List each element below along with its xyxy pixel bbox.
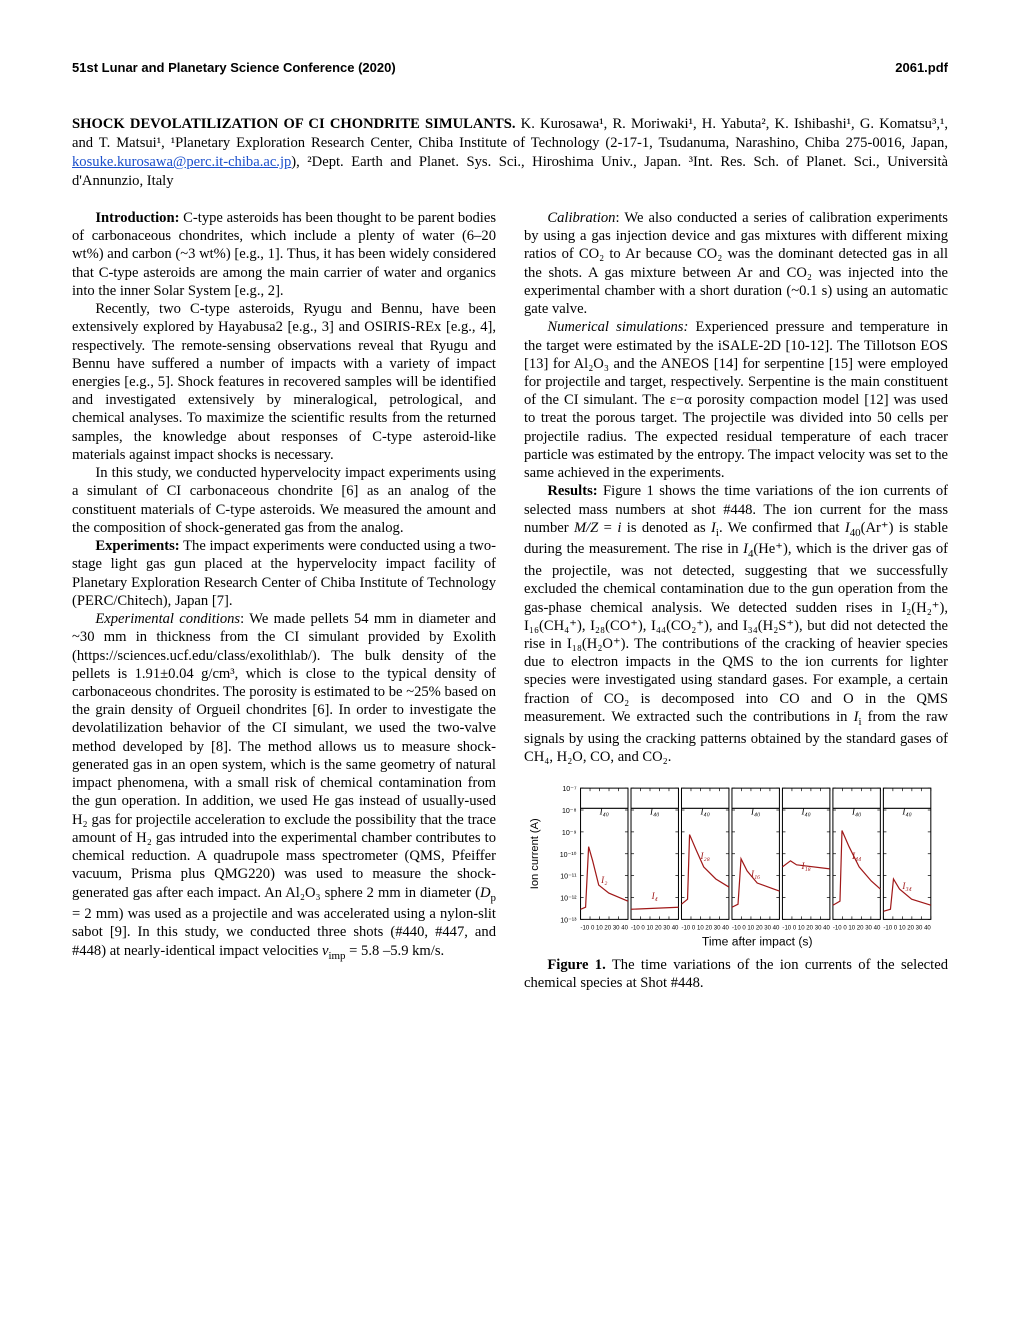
numerical-paragraph: Numerical simulations: Experienced press… bbox=[524, 318, 948, 482]
svg-text:I₂₈: I₂₈ bbox=[700, 851, 710, 861]
intro-heading: Introduction: bbox=[95, 210, 179, 226]
svg-text:10⁻⁷: 10⁻⁷ bbox=[562, 786, 577, 793]
svg-text:10⁻¹⁰: 10⁻¹⁰ bbox=[560, 851, 577, 859]
svg-text:Time after impact (s): Time after impact (s) bbox=[702, 935, 813, 949]
intro-paragraph-3: In this study, we conducted hypervelocit… bbox=[72, 464, 496, 537]
svg-text:I₂: I₂ bbox=[600, 875, 607, 885]
results-paragraph: Results: Figure 1 shows the time variati… bbox=[524, 482, 948, 766]
svg-text:10⁻⁸: 10⁻⁸ bbox=[562, 808, 577, 815]
title-block: SHOCK DEVOLATILIZATION OF CI CHONDRITE S… bbox=[72, 115, 948, 191]
running-header: 51st Lunar and Planetary Science Confere… bbox=[72, 60, 948, 75]
calibration-paragraph: Calibration: We also conducted a series … bbox=[524, 209, 948, 318]
svg-text:-10 0 10 20 30 40: -10 0 10 20 30 40 bbox=[581, 925, 629, 931]
conference-name: 51st Lunar and Planetary Science Confere… bbox=[72, 60, 396, 75]
intro-paragraph-1: Introduction: C-type asteroids has been … bbox=[72, 209, 496, 300]
numerical-heading: Numerical simulations: bbox=[547, 319, 688, 335]
svg-text:-10 0 10 20 30 40: -10 0 10 20 30 40 bbox=[732, 925, 780, 931]
experiments-heading: Experiments: bbox=[95, 538, 179, 554]
svg-text:I₄₀: I₄₀ bbox=[649, 806, 659, 816]
svg-text:-10 0 10 20 30 40: -10 0 10 20 30 40 bbox=[631, 925, 679, 931]
svg-text:-10 0 10 20 30 40: -10 0 10 20 30 40 bbox=[883, 925, 931, 931]
svg-text:Ion current (A): Ion current (A) bbox=[529, 818, 541, 889]
paper-title: SHOCK DEVOLATILIZATION OF CI CHONDRITE S… bbox=[72, 116, 515, 132]
svg-text:10⁻¹³: 10⁻¹³ bbox=[560, 917, 577, 924]
email-link[interactable]: kosuke.kurosawa@perc.it-chiba.ac.jp bbox=[72, 154, 291, 170]
svg-text:-10 0 10 20 30 40: -10 0 10 20 30 40 bbox=[682, 925, 730, 931]
svg-text:I₃₄: I₃₄ bbox=[901, 881, 911, 891]
svg-text:I₄₄: I₄₄ bbox=[851, 851, 861, 861]
figure-1-chart: Ion current (A) 10⁻⁷ 10⁻⁸ 10⁻⁹ 10⁻¹⁰ 10⁻¹¹ 10⁻… bbox=[524, 774, 948, 956]
svg-text:I₄₀: I₄₀ bbox=[750, 806, 760, 816]
intro-paragraph-2: Recently, two C-type asteroids, Ryugu an… bbox=[72, 300, 496, 464]
svg-text:I₄₀: I₄₀ bbox=[700, 806, 710, 816]
results-heading: Results: bbox=[547, 483, 597, 499]
svg-text:I₄: I₄ bbox=[651, 891, 658, 901]
experimental-conditions-paragraph: Experimental conditions: We made pellets… bbox=[72, 610, 496, 963]
svg-text:-10 0 10 20 30 40: -10 0 10 20 30 40 bbox=[782, 925, 830, 931]
expcond-heading: Experimental conditions bbox=[95, 611, 240, 627]
calibration-heading: Calibration bbox=[547, 210, 615, 226]
svg-text:10⁻¹²: 10⁻¹² bbox=[560, 896, 577, 903]
svg-text:-10 0 10 20 30 40: -10 0 10 20 30 40 bbox=[833, 925, 881, 931]
svg-text:I₄₀: I₄₀ bbox=[800, 806, 810, 816]
svg-text:I₁₆: I₁₆ bbox=[750, 869, 760, 879]
experiments-paragraph: Experiments: The impact experiments were… bbox=[72, 537, 496, 610]
svg-text:I₄₀: I₄₀ bbox=[901, 806, 911, 816]
svg-text:I₄₀: I₄₀ bbox=[851, 806, 861, 816]
body-columns: Introduction: C-type asteroids has been … bbox=[72, 209, 948, 992]
svg-text:10⁻¹¹: 10⁻¹¹ bbox=[560, 874, 577, 881]
figure-1: Ion current (A) 10⁻⁷ 10⁻⁸ 10⁻⁹ 10⁻¹⁰ 10⁻¹¹ 10⁻… bbox=[524, 774, 948, 992]
svg-text:10⁻⁹: 10⁻⁹ bbox=[562, 830, 577, 837]
figure-1-caption: Figure 1. The time variations of the ion… bbox=[524, 956, 948, 992]
svg-text:I₁₈: I₁₈ bbox=[800, 861, 810, 871]
svg-text:I₄₀: I₄₀ bbox=[599, 806, 609, 816]
doc-number: 2061.pdf bbox=[895, 60, 948, 75]
